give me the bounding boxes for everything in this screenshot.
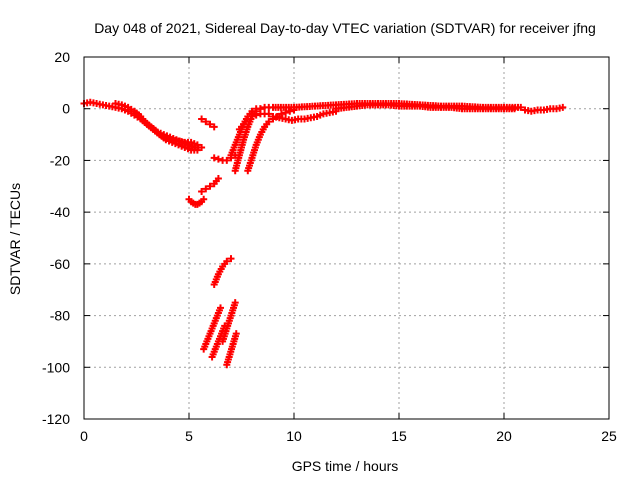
series-dip-2 bbox=[198, 175, 222, 195]
data-point bbox=[244, 115, 252, 123]
y-tick-label: -120 bbox=[42, 411, 70, 427]
data-point bbox=[206, 182, 214, 190]
data-point bbox=[198, 115, 206, 123]
series-early-3 bbox=[135, 112, 206, 151]
data-series bbox=[80, 98, 567, 369]
series-late-2 bbox=[521, 103, 567, 115]
x-tick-label: 20 bbox=[496, 428, 512, 444]
series-dip-6 bbox=[200, 304, 224, 353]
data-point bbox=[198, 144, 206, 151]
data-point bbox=[223, 156, 231, 164]
x-tick-label: 15 bbox=[391, 428, 407, 444]
x-axis-label: GPS time / hours bbox=[292, 458, 399, 474]
x-tick-label: 5 bbox=[185, 428, 193, 444]
series-dip-5 bbox=[210, 255, 235, 289]
data-point bbox=[227, 255, 235, 263]
data-point bbox=[214, 175, 222, 183]
y-axis-ticks: -120 -100 -80 -60 -40 -20 0 20 bbox=[42, 49, 609, 427]
data-point bbox=[217, 304, 224, 312]
series-dip-8 bbox=[219, 299, 239, 345]
data-point bbox=[223, 257, 231, 265]
series-dip-1 bbox=[185, 195, 208, 208]
data-point bbox=[290, 106, 298, 114]
x-axis-ticks: 0 5 10 15 20 25 bbox=[80, 57, 617, 444]
plot-frame bbox=[83, 56, 610, 420]
y-tick-label: -100 bbox=[42, 359, 70, 375]
series-recov-2 bbox=[244, 106, 298, 175]
data-point bbox=[232, 330, 240, 338]
series-dip-9 bbox=[223, 330, 240, 369]
data-point bbox=[517, 103, 525, 111]
data-point bbox=[210, 123, 218, 131]
data-point bbox=[206, 120, 214, 128]
x-tick-label: 10 bbox=[286, 428, 302, 444]
data-point bbox=[559, 103, 567, 111]
data-point bbox=[252, 111, 260, 119]
series-dip-3 bbox=[198, 115, 218, 131]
y-tick-label: -60 bbox=[50, 256, 70, 272]
data-point bbox=[210, 154, 218, 162]
x-tick-label: 0 bbox=[80, 428, 88, 444]
y-axis-label: SDTVAR / TECUs bbox=[7, 183, 23, 295]
series-late-1 bbox=[332, 101, 518, 113]
y-tick-label: -20 bbox=[50, 152, 70, 168]
series-early-2 bbox=[112, 100, 201, 149]
data-point bbox=[282, 109, 290, 117]
y-tick-label: 20 bbox=[54, 49, 70, 65]
data-point bbox=[511, 105, 518, 113]
data-point bbox=[286, 107, 294, 115]
data-point bbox=[265, 118, 273, 126]
x-tick-label: 25 bbox=[601, 428, 617, 444]
data-point bbox=[231, 299, 239, 307]
data-point bbox=[277, 110, 285, 118]
data-point bbox=[202, 118, 210, 126]
y-tick-label: 0 bbox=[62, 101, 70, 117]
data-point bbox=[198, 187, 206, 195]
data-point bbox=[265, 110, 273, 118]
data-point bbox=[248, 112, 256, 120]
grid-lines bbox=[84, 57, 609, 419]
chart-title: Day 048 of 2021, Sidereal Day-to-day VTE… bbox=[94, 20, 596, 36]
y-tick-label: -40 bbox=[50, 204, 70, 220]
data-point bbox=[202, 185, 210, 193]
data-point bbox=[200, 195, 208, 203]
y-tick-label: -80 bbox=[50, 308, 70, 324]
data-point bbox=[214, 155, 222, 163]
